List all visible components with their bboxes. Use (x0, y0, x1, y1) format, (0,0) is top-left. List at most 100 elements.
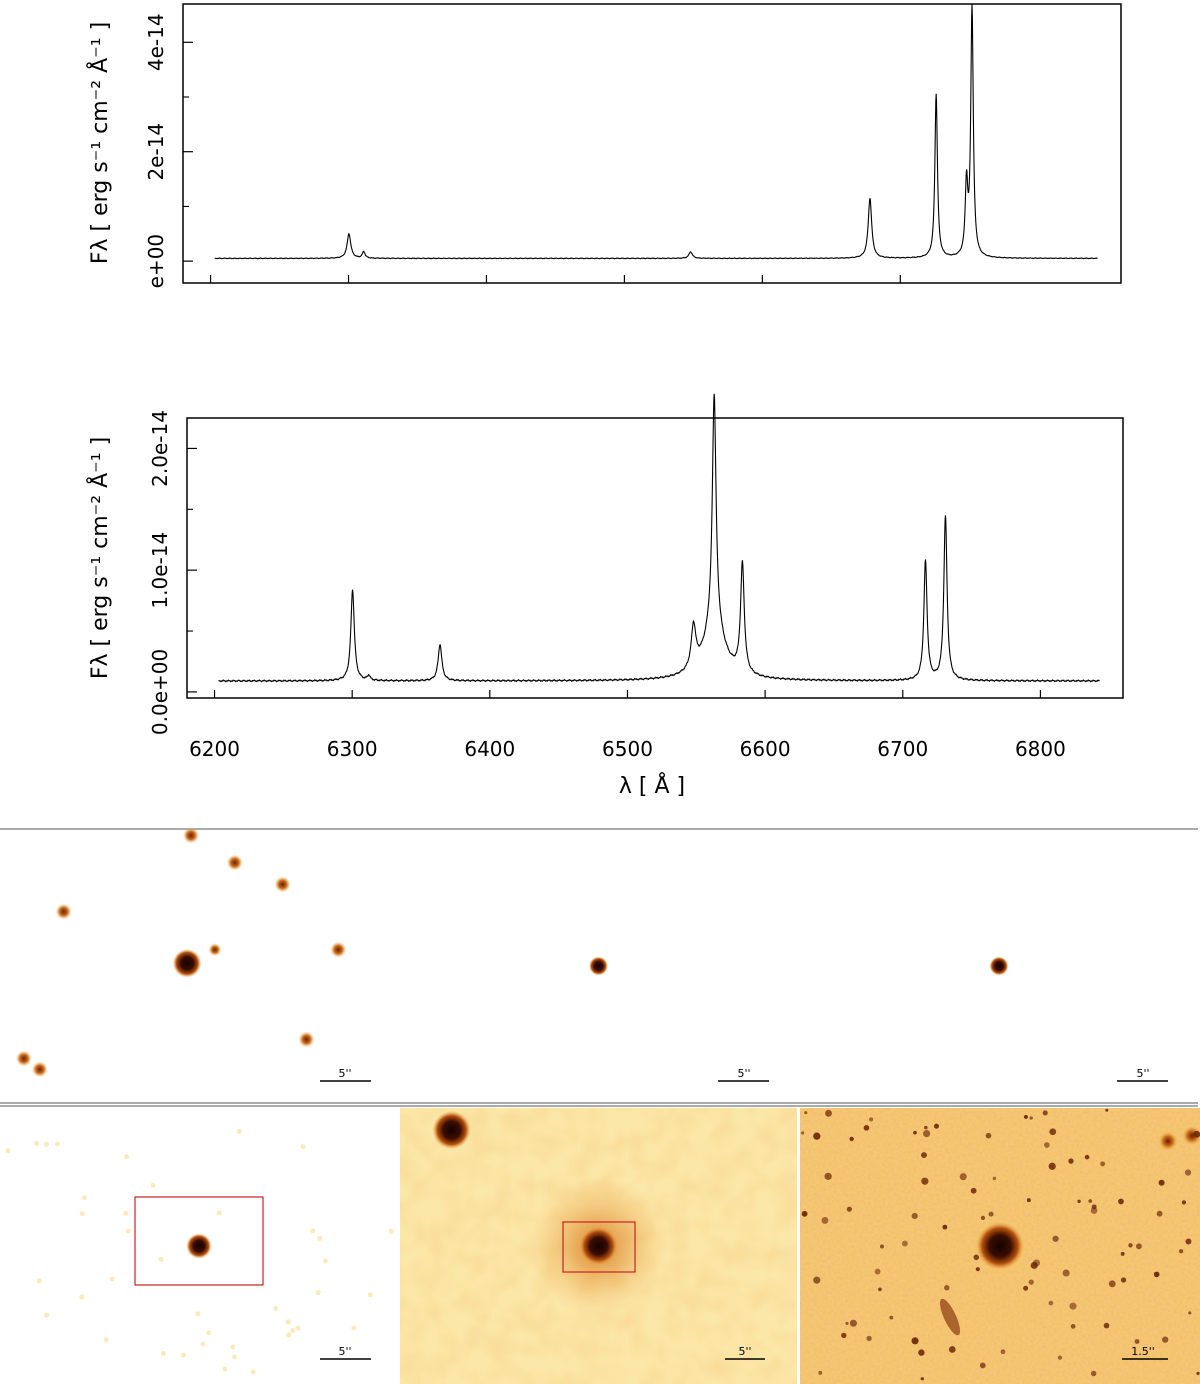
field-star (979, 1362, 986, 1369)
x-tick-label: 6500 (602, 737, 653, 761)
field-star (921, 1177, 929, 1185)
faint-source (310, 1228, 316, 1234)
faint-source (123, 1154, 129, 1160)
source (183, 827, 200, 844)
x-tick-label: 6700 (877, 737, 928, 761)
field-star (801, 1131, 805, 1135)
faint-source (150, 1182, 156, 1188)
field-star (1084, 1154, 1090, 1160)
field-star (1156, 1210, 1163, 1217)
faint-source (5, 1148, 11, 1154)
field-star (1100, 1161, 1106, 1167)
y-axis-label: Fλ [ erg s⁻¹ cm⁻² Å⁻¹ ] (86, 22, 113, 264)
field-star (818, 1370, 823, 1375)
faint-source (160, 1350, 166, 1356)
field-star (879, 1244, 884, 1249)
source (298, 1031, 315, 1048)
source (226, 854, 243, 871)
field-star (813, 1276, 821, 1284)
field-star (825, 1109, 832, 1117)
faint-source (273, 1305, 279, 1311)
field-star (863, 1125, 870, 1131)
field-star (1108, 1280, 1116, 1288)
field-star (1118, 1198, 1124, 1205)
image-row1-col1 (15, 827, 347, 1078)
field-star (801, 1210, 808, 1217)
faint-source (180, 1352, 186, 1358)
field-star (921, 1152, 927, 1159)
field-star (911, 1337, 919, 1345)
scalebar-row1-col3: 5'' (1117, 1067, 1168, 1082)
faint-source (290, 1328, 296, 1334)
faint-source (322, 1258, 328, 1264)
field-star (1070, 1324, 1076, 1329)
field-star (1178, 1249, 1184, 1254)
field-star (1029, 1116, 1033, 1120)
x-tick-label: 6200 (189, 737, 240, 761)
field-star (959, 1173, 967, 1181)
scalebar-row1-col1: 5'' (320, 1067, 371, 1082)
field-star (813, 1132, 821, 1140)
field-star (1048, 1162, 1056, 1170)
field-star (1028, 1279, 1034, 1285)
x-tick-label: 6400 (464, 737, 515, 761)
plot-frame (182, 3, 1122, 284)
scalebar-row1-col2: 5'' (718, 1067, 769, 1082)
spectrum-bottom-panel: 0.0e+00 1.0e-14 2.0e-14 6200 6300 6400 6500 66… (86, 393, 1124, 799)
field-star (1068, 1158, 1074, 1164)
field-star (1105, 1108, 1109, 1112)
field-star (970, 1187, 977, 1194)
source (208, 943, 222, 957)
field-star (849, 1136, 854, 1142)
faint-source (295, 1325, 301, 1331)
field-star (866, 1335, 872, 1342)
field-star (973, 1254, 980, 1261)
field-star (933, 1123, 940, 1129)
source (330, 941, 347, 958)
field-star (913, 1130, 917, 1135)
image-row2-col2 (432, 1110, 618, 1266)
x-tick-label: 6300 (327, 737, 378, 761)
source (172, 948, 202, 978)
field-star (824, 1172, 832, 1180)
field-star (1181, 1200, 1187, 1205)
field-star (849, 1319, 857, 1327)
y-axis-label: Fλ [ erg s⁻¹ cm⁻² Å⁻¹ ] (86, 437, 113, 679)
field-star (980, 1215, 986, 1220)
field-star (975, 1267, 980, 1272)
field-star (1090, 1370, 1097, 1377)
y-tick-label: 1.0e-14 (148, 532, 172, 609)
field-star (923, 1130, 931, 1138)
image-row1-col3 (989, 956, 1009, 976)
faint-source (231, 1354, 237, 1360)
faint-source (79, 1211, 85, 1217)
faint-source (158, 1256, 164, 1262)
svg-text:5'': 5'' (738, 1345, 751, 1358)
source (432, 1110, 471, 1150)
field-star (1128, 1243, 1133, 1248)
scalebar-row2-col3: 1.5'' (1122, 1345, 1168, 1360)
source (989, 956, 1009, 976)
field-star (869, 1117, 874, 1122)
image-row2-col3 (801, 1108, 1200, 1381)
faint-source (195, 1311, 201, 1317)
spectrum-top-panel: e+00 2e-14 4e-14 Fλ [ erg s⁻¹ cm⁻² Å⁻¹ ] (86, 3, 1122, 288)
faint-source (300, 1144, 306, 1150)
source (15, 1050, 32, 1067)
faint-source (54, 1141, 60, 1147)
field-star (841, 1332, 847, 1339)
faint-source (123, 1210, 129, 1216)
faint-source (216, 1210, 222, 1216)
field-star (1023, 1285, 1029, 1291)
field-star (1188, 1311, 1192, 1315)
image-row2-col1 (5, 1128, 394, 1375)
y-ticks: 0.0e+00 1.0e-14 2.0e-14 (148, 410, 197, 735)
source (579, 1226, 618, 1266)
image-grid: 5'' 5'' 5'' 5'' 5'' 1.5'' (0, 827, 1200, 1384)
svg-text:5'': 5'' (737, 1067, 750, 1080)
source (1182, 1126, 1200, 1146)
field-star (1196, 1371, 1200, 1375)
spectrum-line (214, 4, 1098, 260)
faint-source (103, 1337, 109, 1343)
